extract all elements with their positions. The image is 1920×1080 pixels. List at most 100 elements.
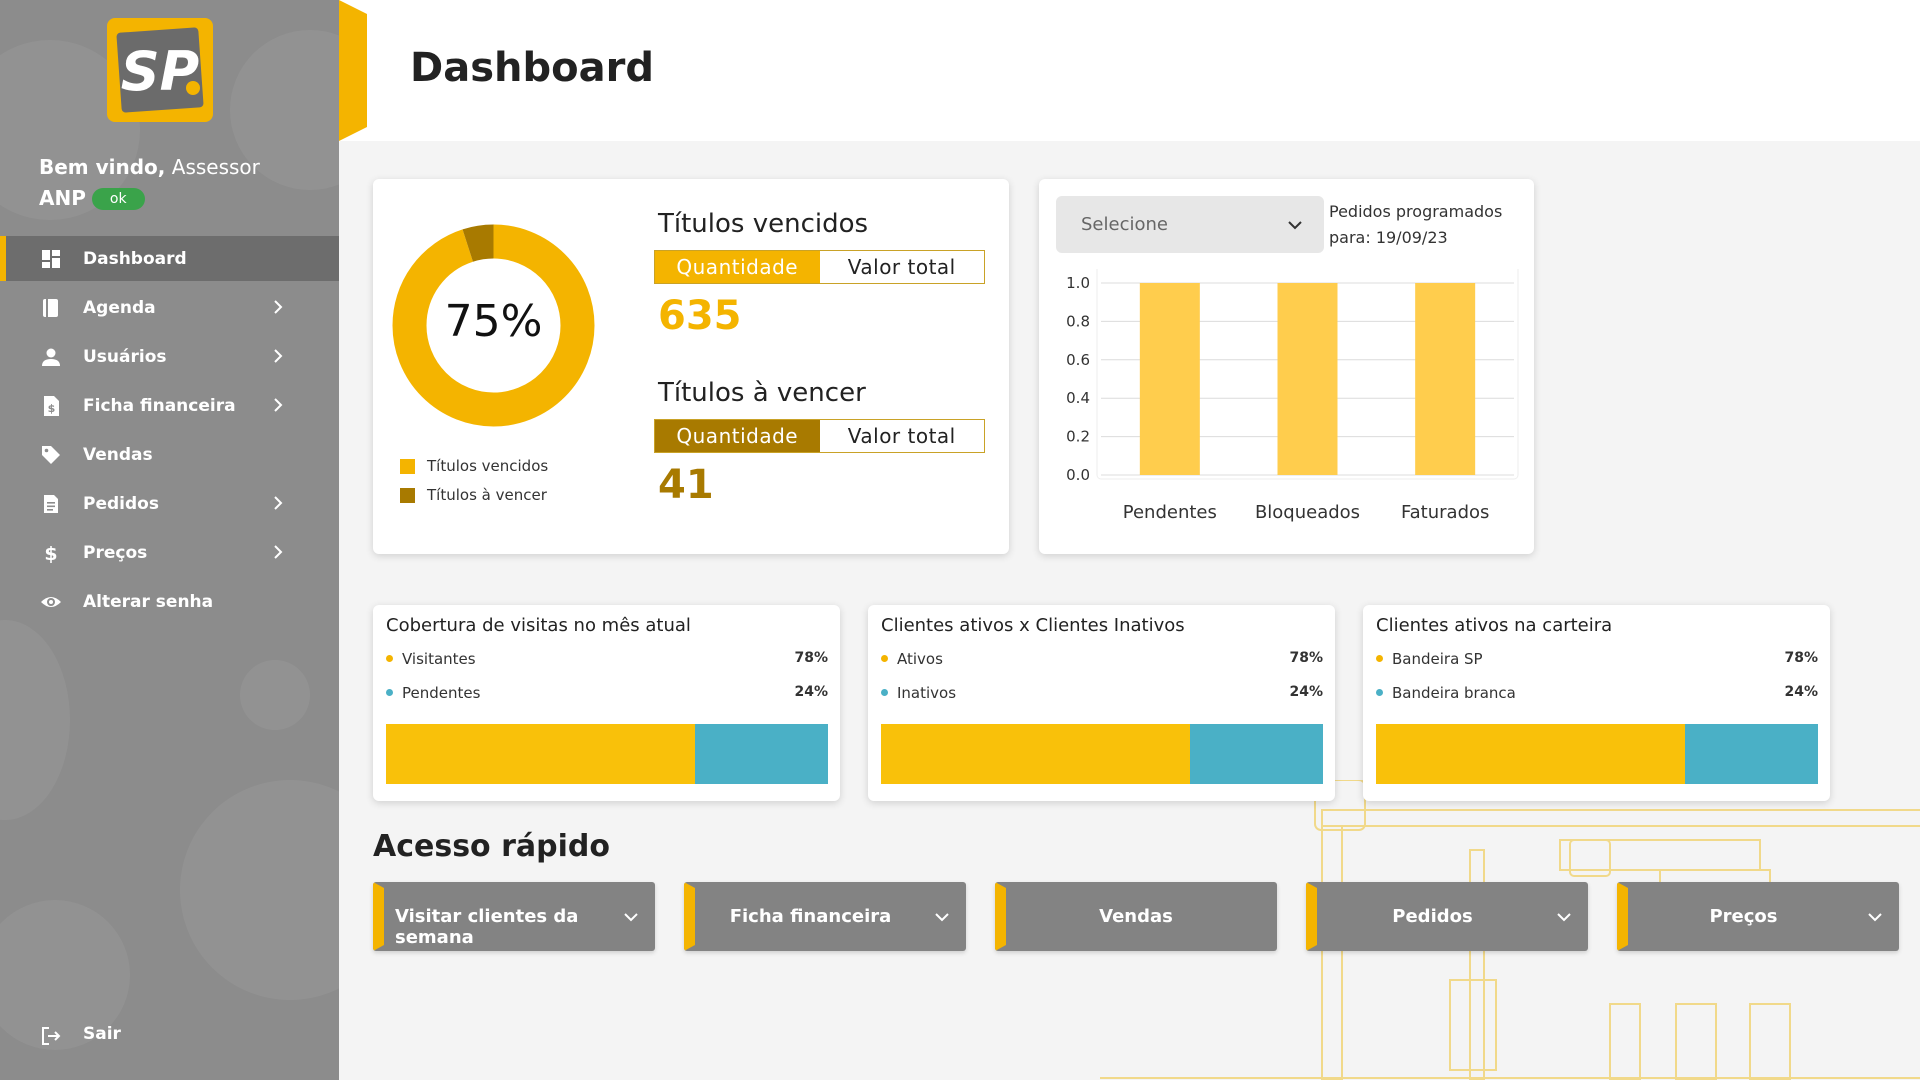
progress-bar [1376, 724, 1818, 784]
card-title: Cobertura de visitas no mês atual [386, 615, 691, 636]
legend-row: Pendentes 24% [386, 684, 828, 702]
page-title: Dashboard [410, 45, 654, 91]
titulos-a-vencer-heading: Títulos à vencer [658, 378, 866, 408]
quick-visitar-clientes-button[interactable]: Visitar clientes da semana [373, 882, 655, 951]
background-illustration [1100, 780, 1920, 1080]
legend-dot [1376, 655, 1383, 662]
progress-segment-primary [881, 724, 1191, 784]
donut-percent: 75% [444, 296, 543, 347]
button-label: Visitar clientes da semana [395, 906, 579, 948]
sidebar-item-label: Agenda [83, 297, 156, 318]
sidebar-item-dashboard[interactable]: Dashboard [0, 236, 339, 281]
legend-label: Inativos [897, 684, 957, 702]
progress-bar [881, 724, 1323, 784]
sidebar-item-ficha-financeira[interactable]: $ Ficha financeira [0, 383, 339, 428]
sidebar-decoration [0, 900, 130, 1050]
sidebar-item-pedidos[interactable]: Pedidos [0, 481, 339, 526]
finance-document-icon: $ [44, 396, 59, 416]
sidebar-item-precos[interactable]: $ Preços [0, 530, 339, 575]
legend-label: Ativos [897, 650, 943, 668]
legend-row: Inativos 24% [881, 684, 1323, 702]
legend-label: Títulos vencidos [427, 457, 549, 475]
chevron-right-icon [274, 300, 283, 314]
vencidos-quantidade-toggle[interactable]: Quantidade [655, 251, 820, 283]
sidebar-item-label: Ficha financeira [83, 395, 236, 416]
sidebar-item-label: Pedidos [83, 493, 159, 514]
welcome-message: Bem vindo, Assessor ANP ok [39, 152, 329, 214]
quick-precos-button[interactable]: Preços [1617, 882, 1899, 951]
a-vencer-quantidade-toggle[interactable]: Quantidade [655, 420, 820, 452]
welcome-user: ANP [39, 186, 86, 210]
chevron-down-icon [935, 913, 949, 922]
progress-segment-secondary [695, 724, 828, 784]
vencidos-valor-toggle[interactable]: Valor total [819, 251, 984, 283]
legend-percent: 78% [794, 650, 828, 666]
card-title: Clientes ativos x Clientes Inativos [881, 615, 1185, 636]
legend-dot [1376, 689, 1383, 696]
y-tick-label: 0.0 [1066, 466, 1090, 484]
legend-dot [386, 689, 393, 696]
progress-segment-secondary [1685, 724, 1818, 784]
bar-faturados [1415, 283, 1476, 475]
chevron-down-icon [1288, 221, 1302, 230]
y-tick-label: 1.0 [1066, 274, 1090, 292]
button-label: Pedidos [1392, 906, 1473, 927]
sidebar-item-alterar-senha[interactable]: Alterar senha [0, 579, 339, 624]
bar-bloqueados [1277, 283, 1338, 475]
document-icon [44, 495, 58, 513]
y-tick-label: 0.2 [1066, 428, 1090, 446]
svg-text:$: $ [48, 402, 56, 415]
sidebar-item-agenda[interactable]: Agenda [0, 285, 339, 330]
legend-label: Visitantes [402, 650, 476, 668]
button-label: Preços [1709, 906, 1778, 927]
legend-dot [386, 655, 393, 662]
x-tick-label: Faturados [1401, 502, 1489, 523]
pedidos-programados-label: Pedidos programados para: 19/09/23 [1329, 202, 1503, 247]
cobertura-visitas-card: Cobertura de visitas no mês atual Visita… [373, 605, 840, 801]
quick-access-title: Acesso rápido [373, 829, 610, 864]
sidebar-item-usuarios[interactable]: Usuários [0, 334, 339, 379]
status-badge: ok [91, 188, 145, 210]
sidebar-item-vendas[interactable]: Vendas [0, 432, 339, 477]
a-vencer-valor-toggle[interactable]: Valor total [819, 420, 984, 452]
dashboard-icon [42, 250, 60, 268]
chevron-right-icon [274, 398, 283, 412]
titulos-donut-chart [392, 224, 595, 427]
legend-swatch [400, 458, 415, 474]
legend-percent: 24% [1289, 684, 1323, 700]
sidebar-item-label: Alterar senha [83, 591, 214, 612]
legend-percent: 24% [794, 684, 828, 700]
logout-label: Sair [83, 1024, 121, 1044]
sp-logo[interactable]: SP [107, 18, 213, 122]
quick-vendas-button[interactable]: Vendas [995, 882, 1277, 951]
y-tick-label: 0.6 [1066, 351, 1090, 369]
legend-percent: 24% [1784, 684, 1818, 700]
legend-label: Bandeira branca [1392, 684, 1516, 702]
button-label: Vendas [1099, 906, 1173, 927]
donut-segment-a-vencer [392, 224, 595, 427]
y-tick-label: 0.8 [1066, 312, 1090, 330]
button-accent [1306, 882, 1317, 951]
pedidos-card: Selecione Pedidos programados para: 19/0… [1039, 179, 1534, 554]
sidebar-decoration [0, 620, 70, 820]
logout-button[interactable]: Sair [0, 1013, 339, 1058]
legend-label: Títulos à vencer [427, 486, 547, 504]
welcome-prefix: Bem vindo, [39, 155, 166, 179]
quick-ficha-financeira-button[interactable]: Ficha financeira [684, 882, 966, 951]
logout-icon [42, 1027, 61, 1045]
sidebar-item-label: Dashboard [83, 248, 187, 269]
pedidos-select[interactable]: Selecione [1056, 196, 1324, 253]
quick-pedidos-button[interactable]: Pedidos [1306, 882, 1588, 951]
book-icon [43, 299, 58, 317]
vencidos-value: 635 [658, 293, 742, 339]
chevron-down-icon [624, 913, 638, 922]
bar-pendentes [1139, 283, 1200, 475]
sidebar-decoration [180, 780, 339, 1000]
a-vencer-toggle: Quantidade Valor total [654, 419, 985, 453]
logo-text: SP [121, 40, 199, 103]
clientes-ativos-inativos-card: Clientes ativos x Clientes Inativos Ativ… [868, 605, 1335, 801]
chevron-down-icon [1557, 913, 1571, 922]
legend-percent: 78% [1289, 650, 1323, 666]
sidebar-item-label: Preços [83, 542, 148, 563]
clientes-carteira-card: Clientes ativos na carteira Bandeira SP … [1363, 605, 1830, 801]
